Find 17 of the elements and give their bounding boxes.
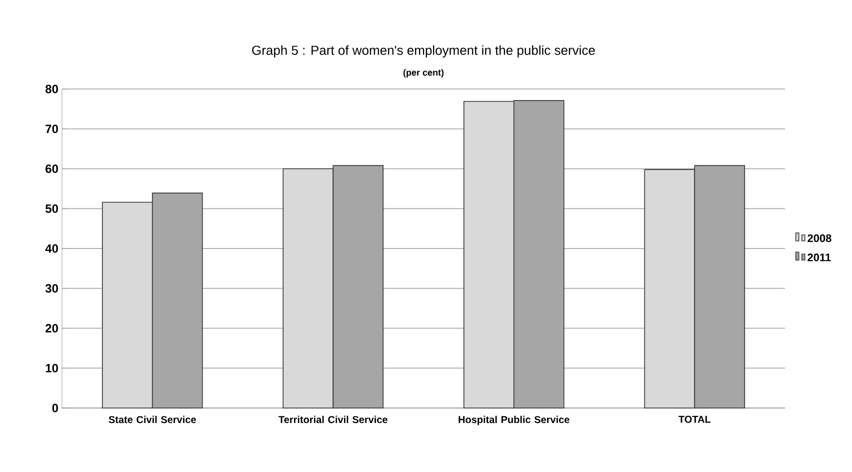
y-tick-label: 60: [46, 164, 58, 173]
x-tick-label: State Civil Service: [108, 416, 196, 424]
legend-label: 2008: [808, 234, 832, 242]
x-tick-label: TOTAL: [678, 416, 711, 423]
x-tick-label: Territorial Civil Service: [278, 416, 388, 424]
y-tick-label: 70: [46, 124, 58, 134]
legend-label: 2011: [808, 254, 831, 262]
x-tick-label: Hospital Public Service: [458, 416, 570, 426]
y-tick-label: 80: [45, 84, 58, 94]
y-tick-label: 40: [45, 244, 58, 253]
y-tick-label: 0: [52, 404, 58, 412]
y-tick-label: 50: [45, 204, 58, 213]
chart-title: Graph 5 : Part of women's employment in the public service: [252, 45, 595, 58]
y-tick-label: 10: [46, 364, 58, 372]
y-tick-label: 20: [46, 324, 58, 332]
chart-subtitle: (per cent): [403, 69, 444, 78]
y-tick-label: 30: [45, 284, 58, 293]
